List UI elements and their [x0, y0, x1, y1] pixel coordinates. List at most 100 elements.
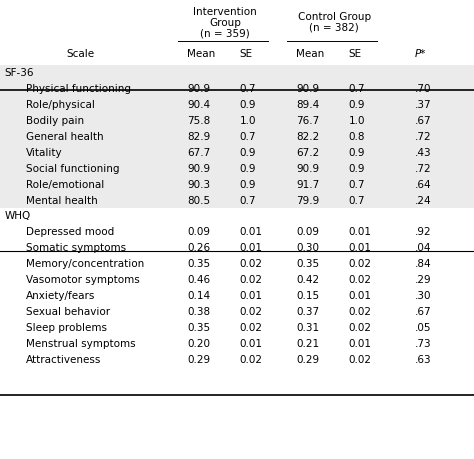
Text: 0.01: 0.01 — [348, 291, 372, 301]
Text: Vasomotor symptoms: Vasomotor symptoms — [26, 275, 140, 285]
Text: 0.37: 0.37 — [296, 307, 319, 317]
Text: Attractiveness: Attractiveness — [26, 355, 101, 365]
Text: Mental health: Mental health — [26, 196, 98, 206]
Text: .70: .70 — [415, 84, 431, 94]
Text: 0.01: 0.01 — [348, 339, 372, 349]
Text: .73: .73 — [415, 339, 431, 349]
Text: 0.01: 0.01 — [348, 243, 372, 253]
Text: 0.02: 0.02 — [348, 259, 372, 269]
Text: 0.35: 0.35 — [187, 259, 210, 269]
Text: .43: .43 — [415, 148, 431, 157]
Text: SE: SE — [239, 49, 253, 59]
Text: 0.01: 0.01 — [239, 227, 263, 237]
Text: 0.7: 0.7 — [348, 179, 365, 190]
Text: .72: .72 — [415, 163, 431, 174]
Text: 0.9: 0.9 — [239, 148, 256, 157]
Text: .37: .37 — [415, 100, 431, 110]
Text: 0.31: 0.31 — [296, 323, 319, 333]
Text: Depressed mood: Depressed mood — [26, 227, 114, 237]
Text: 0.01: 0.01 — [348, 227, 372, 237]
Text: SF-36: SF-36 — [5, 67, 34, 78]
Text: 0.9: 0.9 — [348, 148, 365, 157]
Text: 0.02: 0.02 — [348, 355, 372, 365]
Text: Role/emotional: Role/emotional — [26, 179, 104, 190]
Text: SE: SE — [348, 49, 362, 59]
Text: 0.9: 0.9 — [239, 100, 256, 110]
Text: 82.2: 82.2 — [296, 132, 319, 141]
Text: (n = 359): (n = 359) — [201, 29, 250, 39]
Text: 0.09: 0.09 — [187, 227, 210, 237]
Text: 0.9: 0.9 — [239, 163, 256, 174]
Text: .63: .63 — [415, 355, 431, 365]
Text: 0.01: 0.01 — [239, 243, 263, 253]
Text: 0.01: 0.01 — [239, 291, 263, 301]
Text: 0.7: 0.7 — [239, 196, 256, 206]
Text: Social functioning: Social functioning — [26, 163, 119, 174]
Text: 67.2: 67.2 — [296, 148, 319, 157]
Text: Scale: Scale — [66, 49, 95, 59]
Text: 0.02: 0.02 — [348, 275, 372, 285]
Text: 0.02: 0.02 — [348, 307, 372, 317]
Text: Somatic symptoms: Somatic symptoms — [26, 243, 126, 253]
Text: 90.9: 90.9 — [187, 84, 210, 94]
Text: 1.0: 1.0 — [239, 116, 256, 126]
Text: .67: .67 — [415, 307, 431, 317]
Text: Control Group: Control Group — [298, 12, 371, 22]
Text: Mean: Mean — [296, 49, 325, 59]
Text: 90.9: 90.9 — [296, 163, 319, 174]
Text: 1.0: 1.0 — [348, 116, 365, 126]
Text: Role/physical: Role/physical — [26, 100, 95, 110]
Text: 79.9: 79.9 — [296, 196, 319, 206]
Text: .92: .92 — [415, 227, 431, 237]
Text: 0.14: 0.14 — [187, 291, 210, 301]
Text: 80.5: 80.5 — [187, 196, 210, 206]
Text: 82.9: 82.9 — [187, 132, 210, 141]
Text: 91.7: 91.7 — [296, 179, 319, 190]
Text: 90.3: 90.3 — [187, 179, 210, 190]
Text: (n = 382): (n = 382) — [310, 23, 359, 33]
Text: 0.7: 0.7 — [348, 84, 365, 94]
Text: 0.35: 0.35 — [187, 323, 210, 333]
Text: Physical functioning: Physical functioning — [26, 84, 131, 94]
Text: 0.21: 0.21 — [296, 339, 319, 349]
Text: 90.9: 90.9 — [187, 163, 210, 174]
Text: .05: .05 — [415, 323, 431, 333]
Text: 0.7: 0.7 — [239, 132, 256, 141]
Text: 67.7: 67.7 — [187, 148, 210, 157]
Text: 0.02: 0.02 — [239, 275, 263, 285]
Text: 0.30: 0.30 — [296, 243, 319, 253]
Text: .64: .64 — [415, 179, 431, 190]
Text: 0.35: 0.35 — [296, 259, 319, 269]
Text: 0.09: 0.09 — [296, 227, 319, 237]
Text: P*: P* — [415, 49, 426, 59]
Text: .24: .24 — [415, 196, 431, 206]
Text: 0.8: 0.8 — [348, 132, 365, 141]
Text: 0.15: 0.15 — [296, 291, 319, 301]
Text: 0.9: 0.9 — [239, 179, 256, 190]
Text: Sexual behavior: Sexual behavior — [26, 307, 110, 317]
Text: .30: .30 — [415, 291, 431, 301]
Text: 0.02: 0.02 — [239, 323, 263, 333]
Text: Sleep problems: Sleep problems — [26, 323, 107, 333]
Text: 0.02: 0.02 — [239, 259, 263, 269]
Text: 0.01: 0.01 — [239, 339, 263, 349]
Text: General health: General health — [26, 132, 104, 141]
Text: 0.46: 0.46 — [187, 275, 210, 285]
Text: .84: .84 — [415, 259, 431, 269]
Text: 0.20: 0.20 — [187, 339, 210, 349]
Text: 90.9: 90.9 — [296, 84, 319, 94]
Text: 0.26: 0.26 — [187, 243, 210, 253]
Text: Memory/concentration: Memory/concentration — [26, 259, 144, 269]
Text: .67: .67 — [415, 116, 431, 126]
Text: 90.4: 90.4 — [187, 100, 210, 110]
Text: .29: .29 — [415, 275, 431, 285]
Text: WHQ: WHQ — [5, 211, 31, 221]
Text: 0.7: 0.7 — [239, 84, 256, 94]
Bar — [0, 65, 474, 208]
Text: Bodily pain: Bodily pain — [26, 116, 84, 126]
Text: .04: .04 — [415, 243, 431, 253]
Text: 0.38: 0.38 — [187, 307, 210, 317]
Text: 0.29: 0.29 — [296, 355, 319, 365]
Text: 0.9: 0.9 — [348, 100, 365, 110]
Text: .72: .72 — [415, 132, 431, 141]
